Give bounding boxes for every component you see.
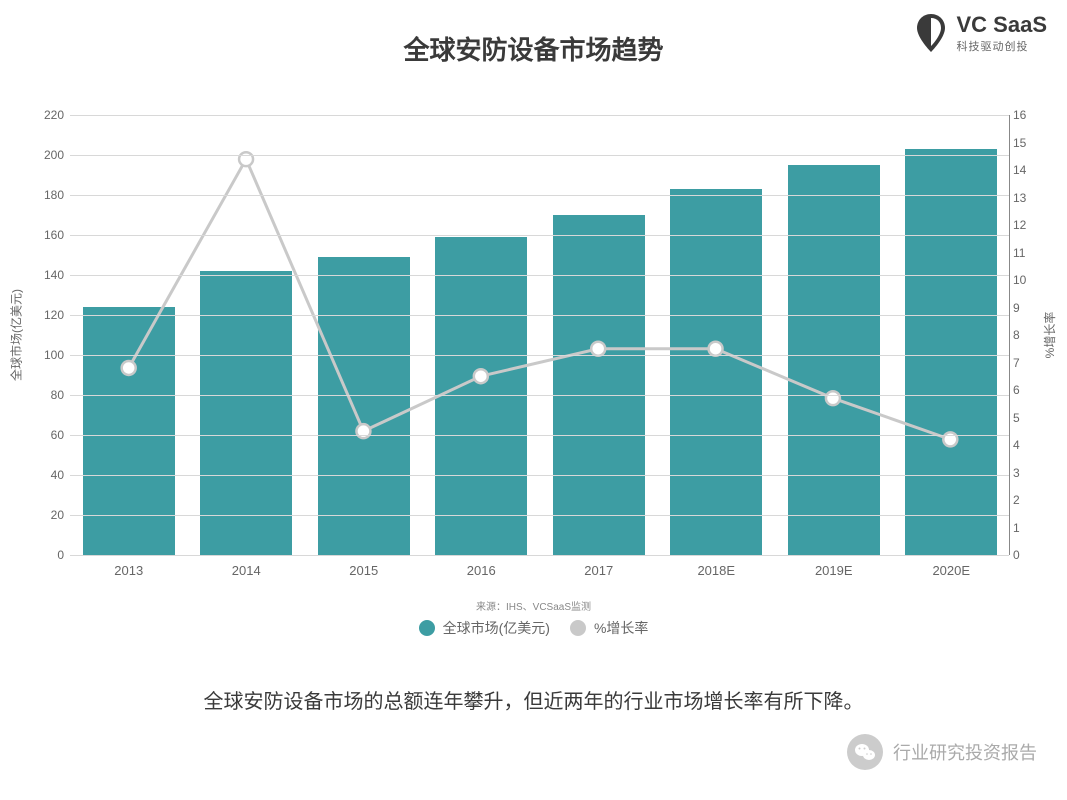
gridline [70, 235, 1009, 236]
y-right-axis-title: %增长率 [1042, 312, 1059, 359]
y-left-tick-label: 140 [30, 268, 64, 282]
y-right-tick-label: 2 [1013, 493, 1037, 507]
watermark: 行业研究投资报告 [847, 734, 1037, 770]
y-right-tick-label: 4 [1013, 438, 1037, 452]
line-marker [709, 342, 723, 356]
y-right-tick-label: 5 [1013, 411, 1037, 425]
plot-area: 0204060801001201401601802002200123456789… [70, 115, 1010, 555]
y-left-axis-title: 全球市场(亿美元) [8, 289, 25, 381]
line-layer [70, 115, 1009, 555]
logo-main-text: VC SaaS [957, 12, 1048, 38]
logo-sub-text: 科技驱动创投 [957, 38, 1048, 54]
gridline [70, 195, 1009, 196]
y-left-tick-label: 60 [30, 428, 64, 442]
y-right-tick-label: 1 [1013, 521, 1037, 535]
line-marker [356, 424, 370, 438]
y-left-tick-label: 40 [30, 468, 64, 482]
wechat-icon [847, 734, 883, 770]
y-right-tick-label: 6 [1013, 383, 1037, 397]
source-text: 来源：IHS、VCSaaS监测 [0, 598, 1067, 613]
legend-bar-dot [419, 620, 435, 636]
y-right-tick-label: 11 [1013, 246, 1037, 260]
y-left-tick-label: 20 [30, 508, 64, 522]
gridline [70, 155, 1009, 156]
line-marker [122, 361, 136, 375]
gridline [70, 275, 1009, 276]
y-right-tick-label: 7 [1013, 356, 1037, 370]
y-right-tick-label: 8 [1013, 328, 1037, 342]
y-right-tick-label: 16 [1013, 108, 1037, 122]
legend: 全球市场(亿美元) %增长率 [0, 618, 1067, 638]
y-left-tick-label: 200 [30, 148, 64, 162]
brand-logo: VC SaaS 科技驱动创投 [913, 12, 1048, 54]
y-right-tick-label: 9 [1013, 301, 1037, 315]
legend-item-line: %增长率 [570, 618, 648, 638]
line-marker [826, 391, 840, 405]
y-right-tick-label: 14 [1013, 163, 1037, 177]
legend-bar-label: 全球市场(亿美元) [443, 618, 550, 638]
x-tick-label: 2018E [697, 563, 735, 578]
x-tick-label: 2017 [584, 563, 613, 578]
watermark-text: 行业研究投资报告 [893, 739, 1037, 765]
x-tick-label: 2013 [114, 563, 143, 578]
gridline [70, 435, 1009, 436]
x-tick-label: 2019E [815, 563, 853, 578]
logo-icon [913, 12, 949, 54]
x-tick-label: 2014 [232, 563, 261, 578]
gridline [70, 555, 1009, 556]
y-left-tick-label: 80 [30, 388, 64, 402]
legend-item-bar: 全球市场(亿美元) [419, 618, 550, 638]
chart-title: 全球安防设备市场趋势 [0, 0, 1067, 67]
gridline [70, 355, 1009, 356]
gridline [70, 475, 1009, 476]
y-right-tick-label: 12 [1013, 218, 1037, 232]
legend-line-dot [570, 620, 586, 636]
x-tick-label: 2016 [467, 563, 496, 578]
y-left-tick-label: 220 [30, 108, 64, 122]
y-right-tick-label: 10 [1013, 273, 1037, 287]
y-left-tick-label: 0 [30, 548, 64, 562]
x-tick-label: 2020E [932, 563, 970, 578]
legend-line-label: %增长率 [594, 618, 648, 638]
y-left-tick-label: 180 [30, 188, 64, 202]
x-tick-label: 2015 [349, 563, 378, 578]
line-marker [474, 369, 488, 383]
y-right-tick-label: 3 [1013, 466, 1037, 480]
y-left-tick-label: 160 [30, 228, 64, 242]
header: 全球安防设备市场趋势 VC SaaS 科技驱动创投 [0, 0, 1067, 80]
line-marker [591, 342, 605, 356]
y-right-tick-label: 15 [1013, 136, 1037, 150]
y-left-tick-label: 120 [30, 308, 64, 322]
gridline [70, 515, 1009, 516]
y-left-tick-label: 100 [30, 348, 64, 362]
chart-container: 全球市场(亿美元) %增长率 0204060801001201401601802… [18, 115, 1048, 585]
gridline [70, 395, 1009, 396]
caption-text: 全球安防设备市场的总额连年攀升，但近两年的行业市场增长率有所下降。 [0, 685, 1067, 714]
gridline [70, 115, 1009, 116]
gridline [70, 315, 1009, 316]
y-right-tick-label: 0 [1013, 548, 1037, 562]
y-right-tick-label: 13 [1013, 191, 1037, 205]
